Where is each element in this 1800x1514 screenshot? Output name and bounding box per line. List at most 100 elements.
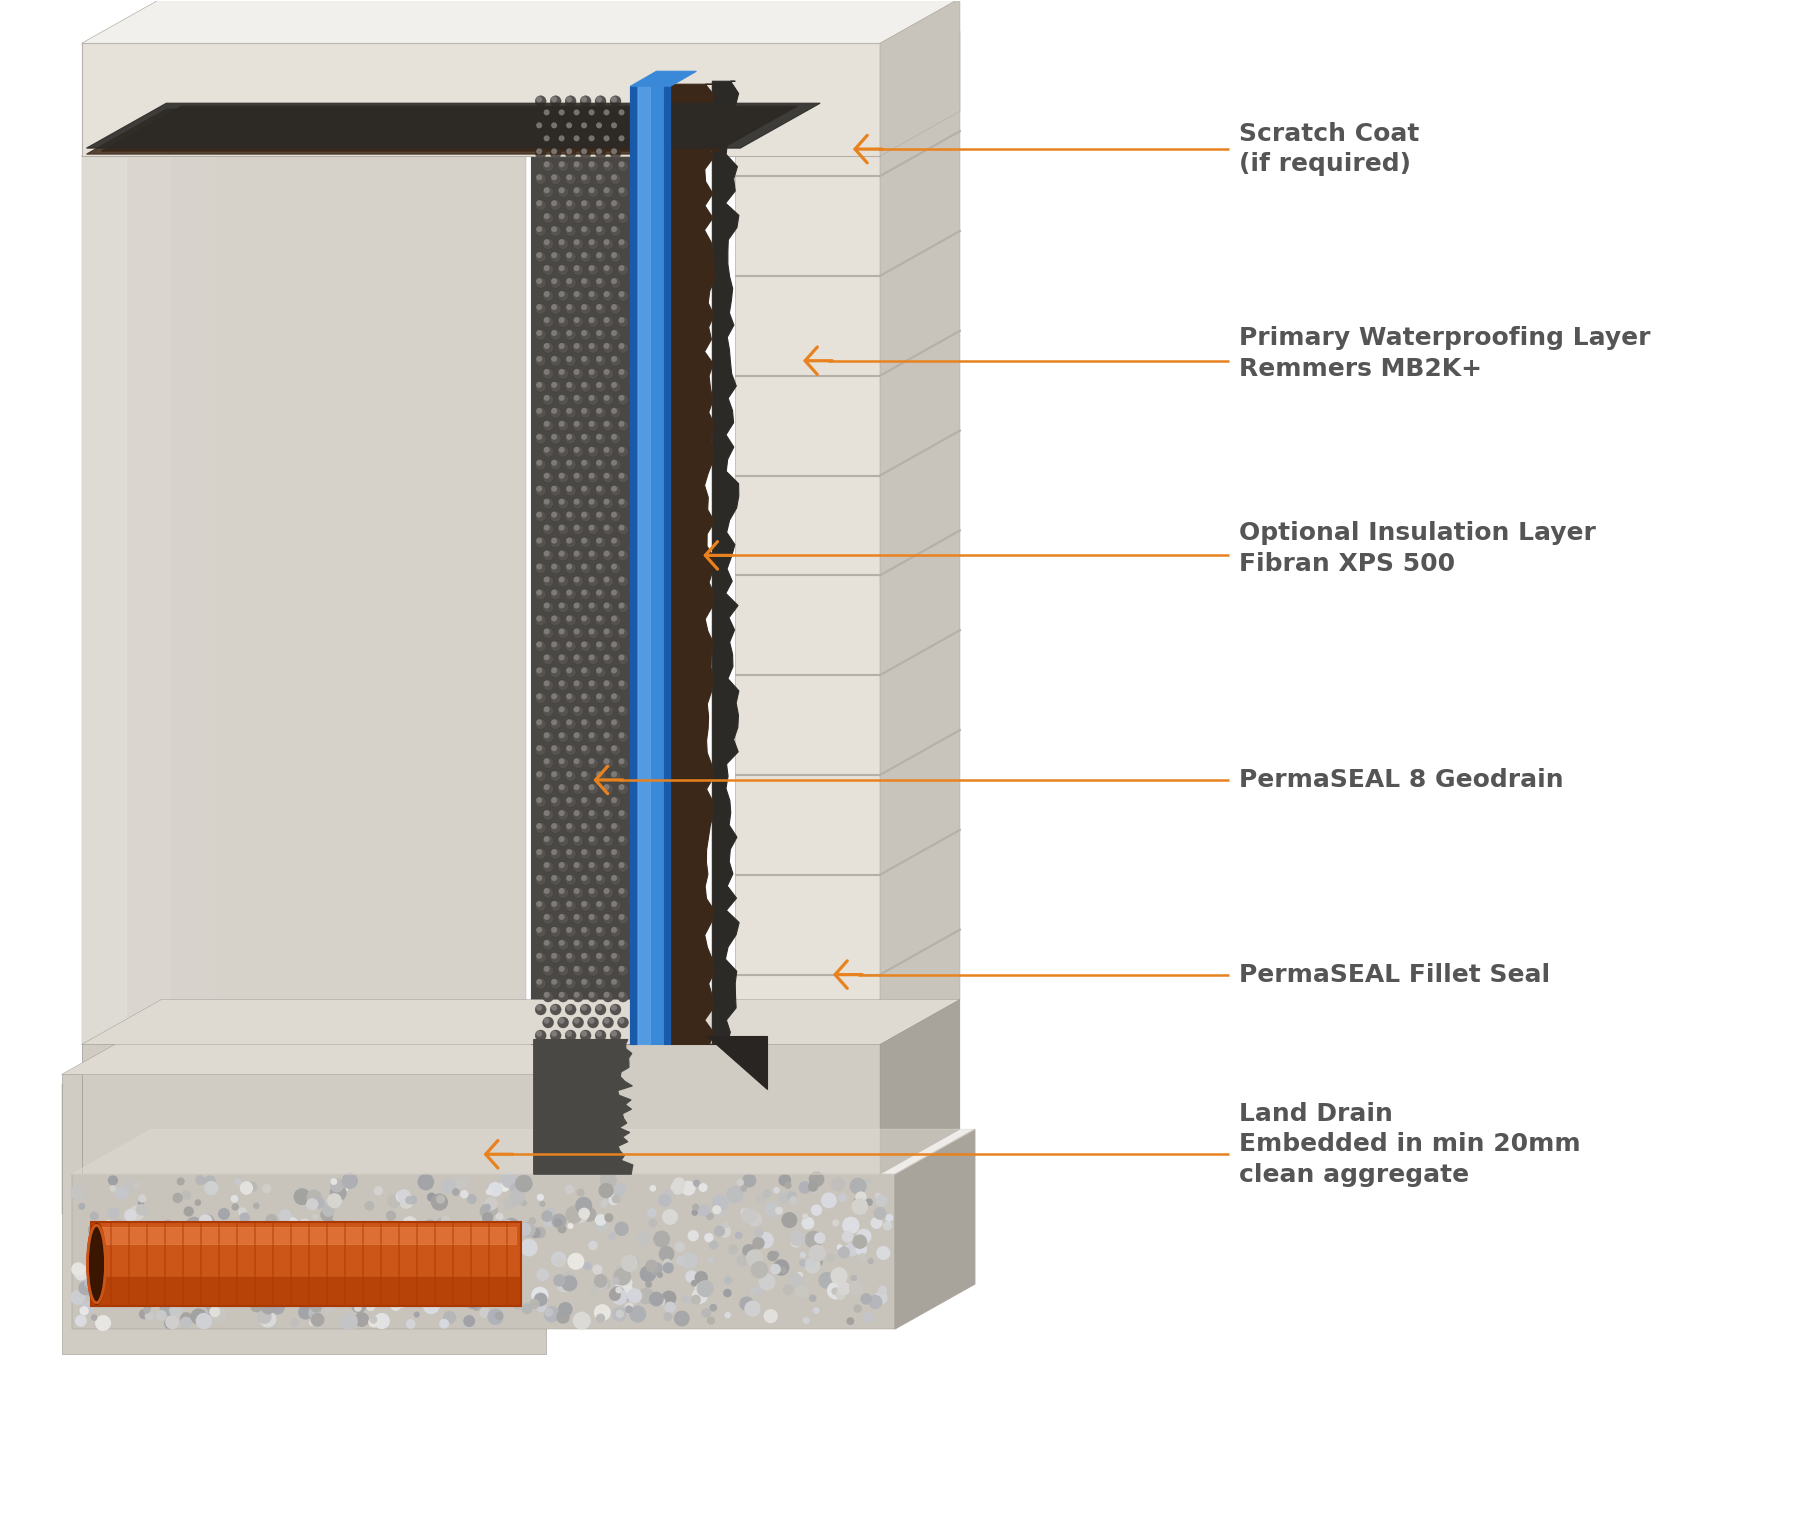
Circle shape	[311, 1301, 322, 1313]
Bar	[639, 86, 650, 1045]
Circle shape	[558, 992, 569, 1002]
Circle shape	[544, 316, 549, 322]
Circle shape	[580, 589, 590, 600]
Circle shape	[551, 822, 562, 833]
Circle shape	[803, 1213, 808, 1219]
Circle shape	[565, 303, 576, 315]
Circle shape	[596, 692, 607, 704]
Circle shape	[565, 563, 576, 574]
Circle shape	[704, 1232, 713, 1243]
Circle shape	[263, 1184, 272, 1193]
Circle shape	[603, 212, 614, 224]
Circle shape	[558, 887, 565, 893]
Circle shape	[479, 1308, 490, 1319]
Circle shape	[103, 1269, 117, 1282]
Circle shape	[551, 666, 562, 678]
Circle shape	[166, 1316, 178, 1329]
Circle shape	[544, 421, 549, 427]
Circle shape	[551, 1252, 567, 1267]
Circle shape	[619, 628, 625, 634]
Bar	[81, 156, 526, 1045]
Circle shape	[558, 887, 569, 898]
Circle shape	[603, 628, 614, 639]
Circle shape	[209, 1307, 220, 1317]
Circle shape	[374, 1313, 391, 1329]
Circle shape	[875, 1193, 882, 1199]
Circle shape	[626, 1257, 639, 1269]
Circle shape	[610, 304, 617, 310]
Circle shape	[544, 551, 549, 557]
Circle shape	[398, 1188, 410, 1204]
Circle shape	[722, 1222, 729, 1228]
Circle shape	[529, 1299, 540, 1310]
Circle shape	[277, 1278, 286, 1285]
Circle shape	[587, 212, 599, 224]
Circle shape	[601, 1279, 610, 1288]
Circle shape	[180, 1313, 193, 1325]
Circle shape	[603, 344, 610, 348]
Circle shape	[572, 887, 583, 898]
Circle shape	[542, 731, 554, 742]
Circle shape	[558, 265, 565, 271]
Circle shape	[536, 382, 542, 388]
Circle shape	[740, 1208, 749, 1217]
Circle shape	[572, 419, 583, 431]
Circle shape	[587, 265, 599, 276]
Circle shape	[830, 1267, 848, 1284]
Circle shape	[610, 771, 617, 777]
Circle shape	[551, 719, 558, 725]
Circle shape	[617, 291, 628, 301]
Circle shape	[414, 1234, 427, 1248]
Circle shape	[565, 822, 576, 833]
Circle shape	[565, 512, 572, 518]
Circle shape	[596, 200, 607, 210]
Circle shape	[617, 810, 628, 821]
Circle shape	[625, 1290, 634, 1301]
Circle shape	[814, 1232, 826, 1245]
Circle shape	[707, 1257, 713, 1263]
Circle shape	[558, 135, 569, 145]
Circle shape	[544, 836, 549, 842]
Circle shape	[115, 1185, 128, 1199]
Circle shape	[592, 1264, 603, 1275]
Circle shape	[603, 1017, 614, 1028]
Circle shape	[589, 395, 594, 401]
Circle shape	[535, 510, 545, 522]
Circle shape	[288, 1229, 295, 1237]
Circle shape	[619, 188, 625, 194]
Circle shape	[610, 563, 621, 574]
Circle shape	[610, 666, 621, 678]
Polygon shape	[61, 1030, 626, 1075]
Circle shape	[619, 213, 625, 220]
Circle shape	[619, 109, 625, 115]
Circle shape	[536, 927, 542, 933]
Circle shape	[603, 550, 614, 560]
Circle shape	[565, 279, 572, 285]
Circle shape	[756, 1193, 767, 1204]
Circle shape	[405, 1231, 416, 1241]
Circle shape	[603, 784, 610, 790]
Circle shape	[126, 1257, 133, 1264]
Circle shape	[558, 472, 565, 478]
Circle shape	[745, 1249, 763, 1267]
Circle shape	[610, 148, 617, 154]
Circle shape	[758, 1232, 774, 1249]
Circle shape	[610, 356, 617, 362]
Circle shape	[164, 1240, 171, 1248]
Circle shape	[875, 1291, 887, 1305]
Circle shape	[587, 160, 599, 171]
Circle shape	[603, 316, 614, 327]
Circle shape	[610, 537, 621, 548]
Circle shape	[535, 121, 545, 133]
Circle shape	[482, 1213, 493, 1223]
Circle shape	[371, 1238, 383, 1252]
Circle shape	[544, 628, 549, 634]
Circle shape	[205, 1263, 220, 1278]
Circle shape	[558, 733, 565, 739]
Circle shape	[581, 486, 587, 492]
Bar	[72, 1175, 895, 1329]
Circle shape	[781, 1213, 797, 1228]
Circle shape	[572, 1017, 583, 1028]
Circle shape	[364, 1201, 374, 1211]
Circle shape	[551, 121, 562, 133]
